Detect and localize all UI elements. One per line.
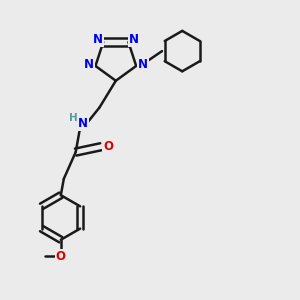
Text: N: N <box>78 117 88 130</box>
Text: N: N <box>129 33 139 46</box>
Text: N: N <box>138 58 148 71</box>
Text: N: N <box>93 33 103 46</box>
Text: O: O <box>56 250 66 262</box>
Text: H: H <box>69 113 78 124</box>
Text: N: N <box>84 58 94 71</box>
Text: O: O <box>103 140 113 153</box>
